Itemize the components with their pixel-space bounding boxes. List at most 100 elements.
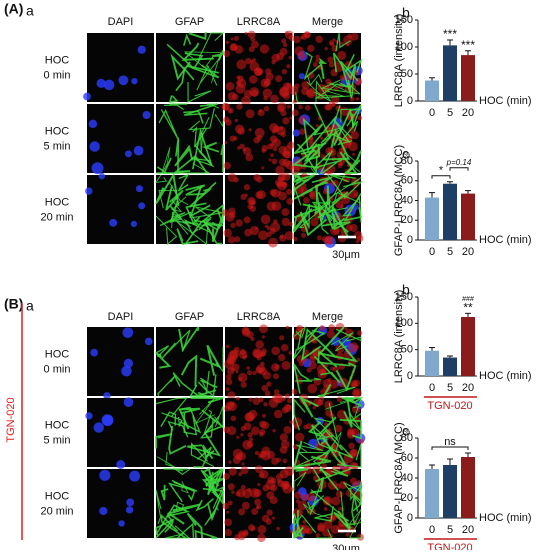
signal xyxy=(352,152,356,156)
signal xyxy=(269,122,279,132)
signal xyxy=(259,44,270,54)
signal xyxy=(286,64,291,69)
signal xyxy=(265,72,274,81)
signal xyxy=(327,56,334,63)
signal xyxy=(227,357,235,365)
signal xyxy=(286,104,291,109)
signal xyxy=(353,230,363,240)
signal xyxy=(260,470,269,479)
bar xyxy=(425,80,439,101)
signal xyxy=(322,496,331,505)
fiber xyxy=(176,228,199,246)
signal xyxy=(338,506,342,511)
signal xyxy=(303,197,310,204)
scale-bar-label: 30μm xyxy=(332,249,360,261)
fiber xyxy=(330,332,354,352)
signal xyxy=(232,448,243,459)
signal xyxy=(239,143,245,150)
signal xyxy=(271,516,275,520)
signal xyxy=(227,91,237,101)
signal xyxy=(356,330,363,336)
signal xyxy=(276,526,280,531)
fiber xyxy=(183,33,192,46)
signal xyxy=(230,402,235,407)
signal xyxy=(245,109,255,119)
y-axis-label: LRRC8A (intensity) xyxy=(393,290,405,384)
bar xyxy=(425,469,439,518)
signal xyxy=(263,96,268,101)
fiber xyxy=(309,477,325,516)
fiber xyxy=(337,443,362,468)
significance: *** xyxy=(461,38,475,52)
group-label: TGN-020 xyxy=(427,542,472,550)
signal xyxy=(99,469,111,481)
micrograph xyxy=(291,322,363,398)
fiber xyxy=(197,32,225,61)
micrograph xyxy=(223,30,295,106)
signal xyxy=(348,442,355,450)
signal xyxy=(235,396,240,401)
signal xyxy=(275,179,283,187)
fiber xyxy=(294,468,309,472)
signal xyxy=(281,38,287,44)
y-tick-label: 100 xyxy=(395,317,413,329)
fiber xyxy=(348,517,362,539)
fiber xyxy=(333,109,355,147)
fiber xyxy=(200,55,222,83)
fiber xyxy=(319,150,338,174)
signal xyxy=(304,104,311,111)
signal xyxy=(316,235,322,241)
signal xyxy=(336,396,343,403)
micrograph xyxy=(289,465,364,541)
signal xyxy=(353,389,360,396)
signal xyxy=(264,78,271,86)
unit-label: % xyxy=(404,429,410,436)
fiber xyxy=(333,511,351,531)
signal xyxy=(244,228,253,237)
fiber xyxy=(341,196,362,223)
fiber xyxy=(322,128,351,161)
signal xyxy=(279,126,284,131)
signal xyxy=(90,348,99,357)
fiber xyxy=(161,146,171,174)
signal xyxy=(238,508,246,516)
signal xyxy=(294,491,302,499)
fiber xyxy=(196,64,218,91)
signal xyxy=(334,424,343,433)
signal xyxy=(308,361,317,370)
signal xyxy=(281,360,291,370)
signal xyxy=(322,189,329,195)
signal xyxy=(118,75,129,86)
signal xyxy=(131,78,138,85)
row-label: 20 min xyxy=(40,505,73,517)
signal xyxy=(124,150,132,158)
signal xyxy=(289,420,293,424)
bar xyxy=(461,317,475,376)
signal xyxy=(253,349,262,358)
signal xyxy=(335,490,344,498)
signal xyxy=(311,465,321,475)
signal xyxy=(323,520,333,530)
signal xyxy=(233,346,240,353)
fiber xyxy=(172,372,199,397)
y-axis-label: GFAP-LRRC8A (MCC) xyxy=(393,422,405,533)
fiber xyxy=(317,386,356,397)
fiber xyxy=(313,152,342,170)
chart-panel-label: b xyxy=(402,5,410,21)
signal xyxy=(254,226,258,231)
signal xyxy=(233,35,239,41)
fiber xyxy=(168,425,187,455)
y-tick-label: 40 xyxy=(401,472,413,484)
signal xyxy=(330,68,338,77)
signal xyxy=(130,220,138,228)
comparison-bracket xyxy=(431,446,469,450)
bar xyxy=(443,183,457,240)
signal xyxy=(266,381,272,387)
signal xyxy=(261,166,265,170)
signal xyxy=(291,109,299,117)
fiber xyxy=(313,355,341,384)
fiber xyxy=(194,529,218,539)
fiber xyxy=(324,397,358,410)
signal xyxy=(292,99,297,104)
